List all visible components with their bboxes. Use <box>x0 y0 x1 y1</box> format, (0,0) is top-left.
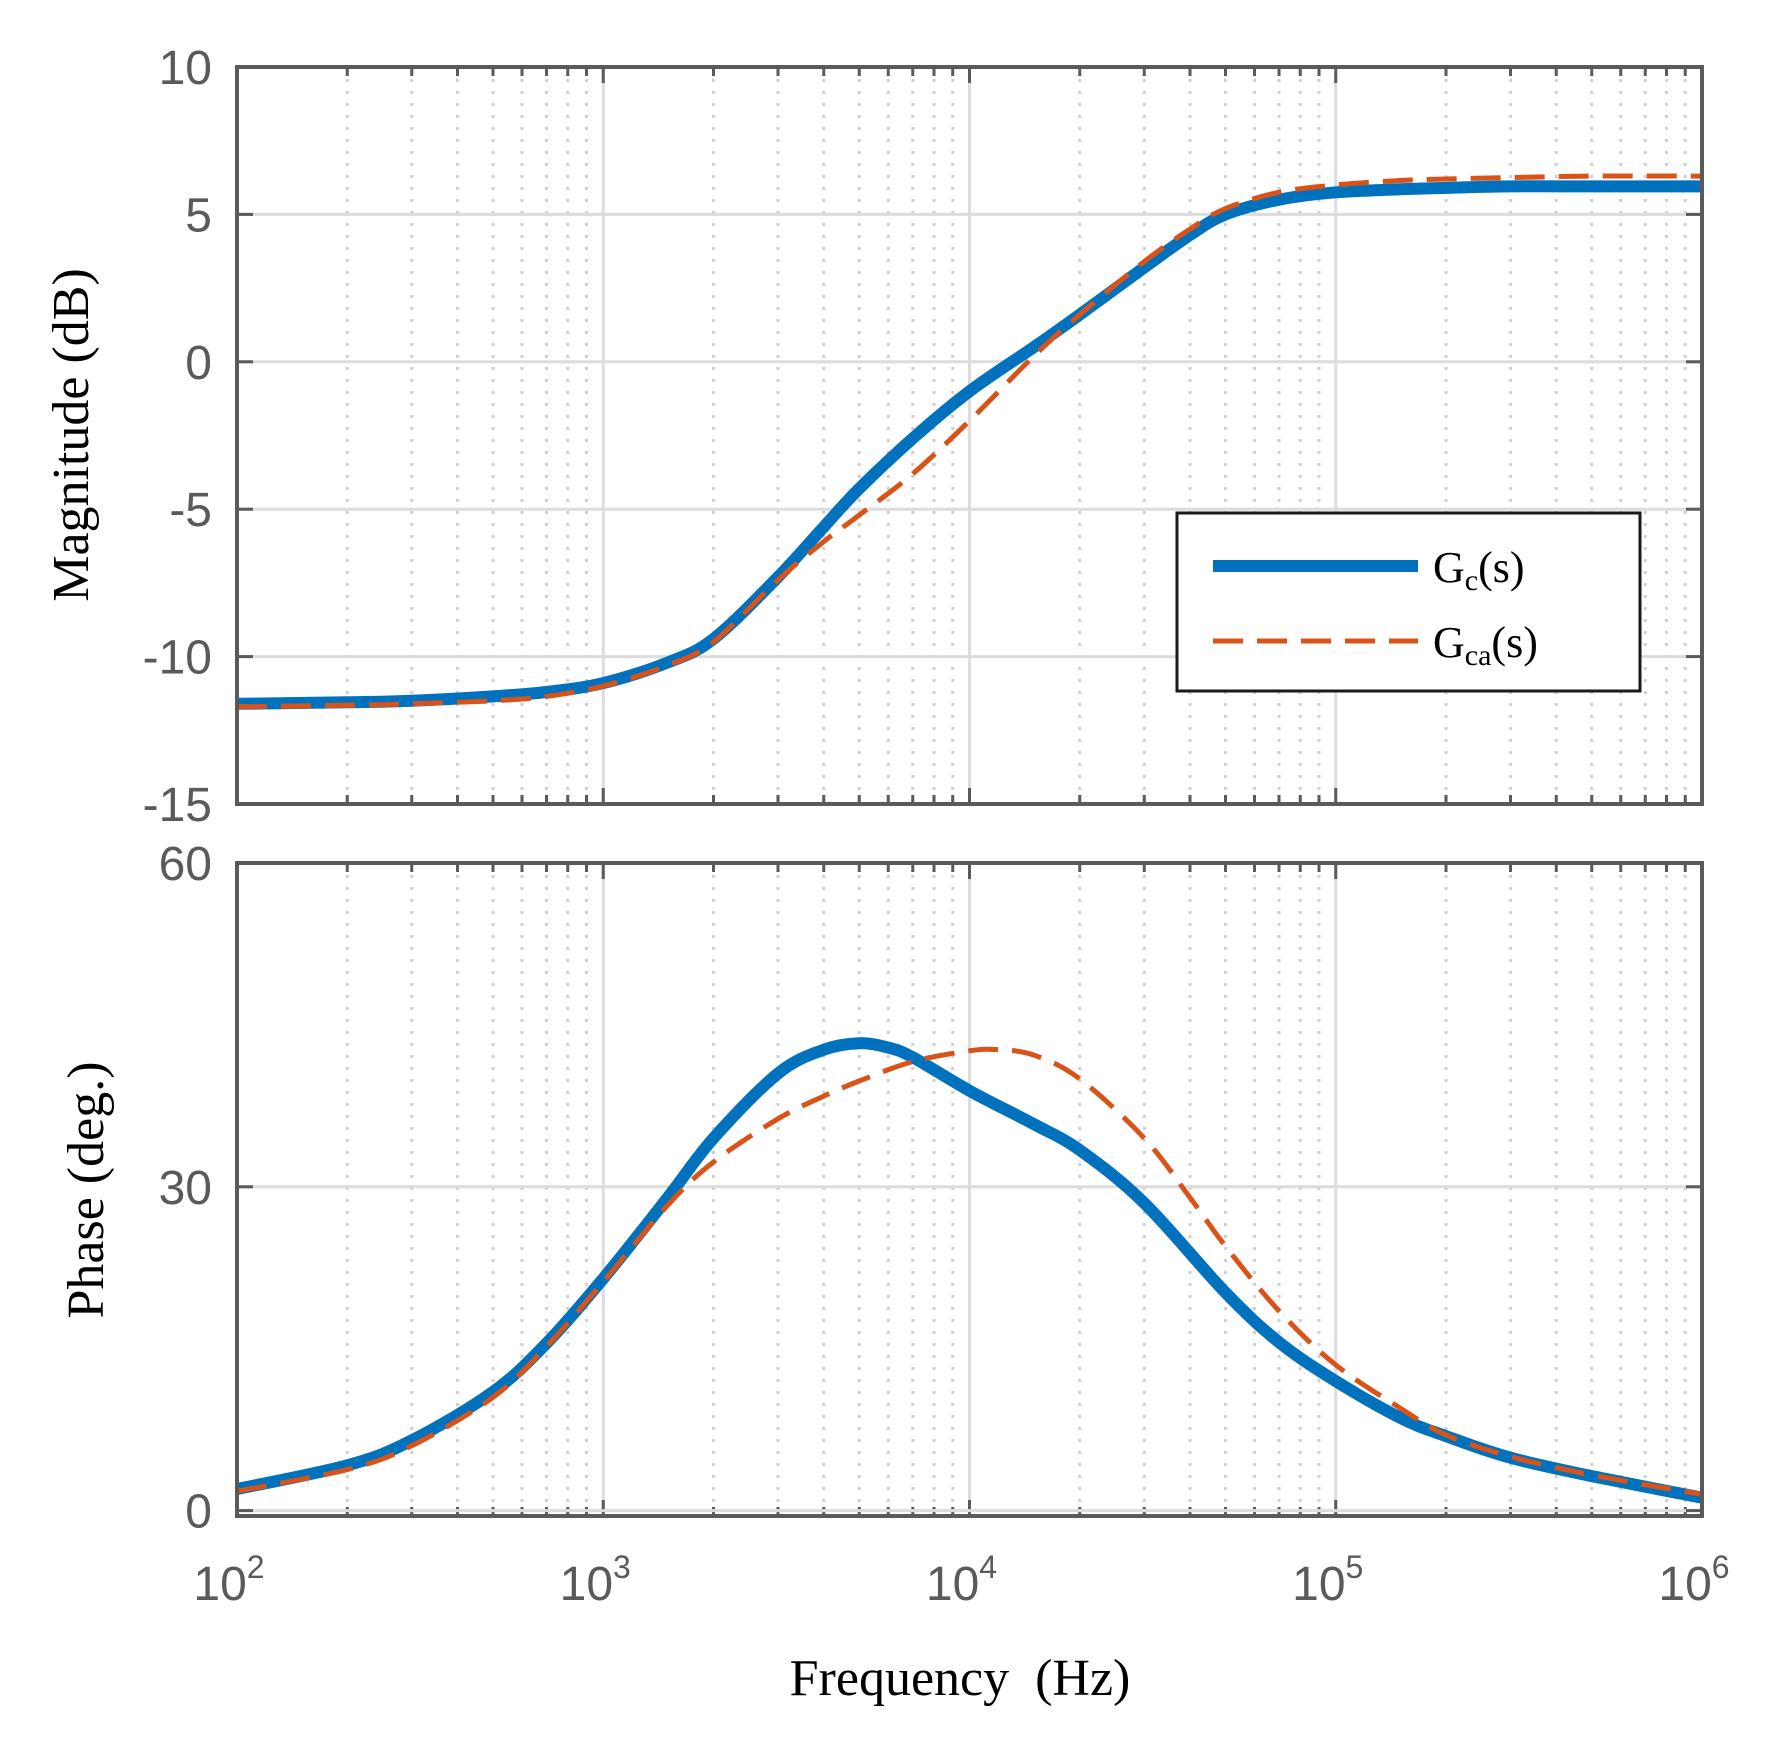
phase-y-tick-label: 0 <box>185 1486 212 1539</box>
magnitude-y-tick-label: 0 <box>185 337 212 390</box>
x-axis-label: Frequency (Hz) <box>790 1650 1131 1707</box>
legend: Gc(s) Gca(s) <box>1175 511 1642 693</box>
x-tick-label: 105 <box>1292 1549 1363 1611</box>
x-tick-labels: 102 103 104 105 106 <box>193 1549 1729 1611</box>
legend-gca-label: Gca(s) <box>1433 618 1538 672</box>
magnitude-y-tick-labels: 10 5 0 -5 -10 -15 <box>143 42 212 832</box>
magnitude-y-tick-label: -10 <box>143 632 212 685</box>
legend-gc-label: Gc(s) <box>1433 543 1525 597</box>
x-tick-label: 104 <box>926 1549 997 1611</box>
phase-axes-box <box>235 861 1704 1518</box>
magnitude-series <box>236 173 1703 710</box>
phase-panel: 60 30 0 102 103 104 105 106 Phase (deg.) Frequ… <box>58 838 1730 1707</box>
x-tick-label: 106 <box>1658 1549 1729 1611</box>
phase-series <box>235 1037 1704 1504</box>
magnitude-y-tick-label: 10 <box>159 42 212 95</box>
magnitude-axes-box <box>235 65 1704 806</box>
legend-box <box>1175 511 1642 693</box>
magnitude-series-gca <box>236 173 1703 710</box>
magnitude-y-tick-label: 5 <box>185 189 212 242</box>
magnitude-series-gc <box>236 180 1702 710</box>
phase-y-tick-label: 60 <box>159 838 212 891</box>
magnitude-y-axis-label: Magnitude (dB) <box>43 268 100 602</box>
x-tick-label: 103 <box>560 1549 631 1611</box>
x-tick-label: 102 <box>193 1549 264 1611</box>
magnitude-y-tick-label: -5 <box>169 484 212 537</box>
magnitude-y-tick-label: -15 <box>143 779 212 832</box>
phase-y-axis-label: Phase (deg.) <box>58 1061 115 1318</box>
phase-y-tick-labels: 60 30 0 <box>159 838 212 1539</box>
phase-series-gca <box>236 1046 1703 1497</box>
phase-y-tick-label: 30 <box>159 1162 212 1215</box>
phase-series-gc <box>235 1037 1704 1504</box>
magnitude-panel: 10 5 0 -5 -10 -15 Magnitude (dB) Gc(s) Gca(s) <box>43 42 1704 832</box>
